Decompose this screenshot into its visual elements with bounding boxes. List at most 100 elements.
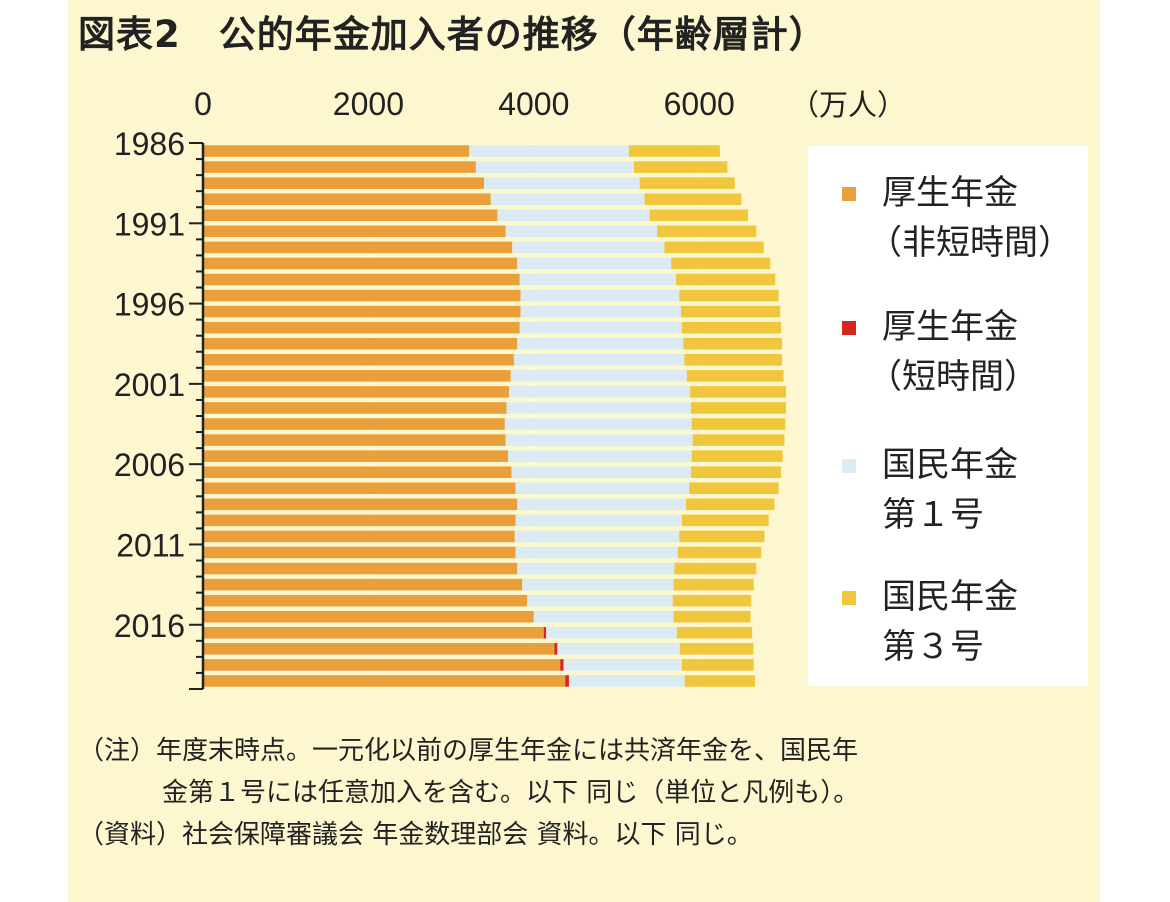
y-tick-label-2006: 2006 [114, 447, 185, 483]
bar-2010-series-3 [679, 530, 765, 543]
bar-2016-series-1 [543, 627, 547, 639]
y-tick-label-2001: 2001 [114, 367, 185, 403]
bar-1995-series-0 [203, 289, 521, 302]
bar-2010-series-0 [203, 530, 515, 543]
bar-2009-series-0 [203, 514, 516, 527]
bar-1991-series-2 [505, 225, 658, 238]
legend-label-3-line-1: 第３号 [882, 627, 984, 667]
bar-1996-series-3 [681, 305, 781, 318]
bar-1995-series-2 [520, 289, 680, 302]
bar-1996-series-2 [520, 305, 682, 318]
legend-label-1-line-1: （短時間） [868, 357, 1038, 397]
bar-2000-series-0 [203, 370, 511, 382]
legend-label-1: 厚生年金 （短時間） [868, 302, 1038, 402]
bar-2002-series-3 [690, 402, 787, 414]
bar-2005-series-3 [691, 450, 783, 462]
bar-2015-series-3 [673, 610, 751, 623]
bar-2001-series-2 [508, 386, 691, 398]
bar-2000-series-3 [686, 370, 784, 382]
bar-2015-series-2 [533, 610, 674, 623]
bar-2003-series-2 [504, 418, 692, 430]
bar-2019-series-2 [568, 675, 685, 687]
bar-2008-series-0 [203, 498, 518, 511]
bar-2004-series-3 [692, 434, 785, 446]
bar-2018-series-2 [563, 659, 682, 671]
bar-2010-series-2 [514, 530, 680, 543]
bar-1998-series-3 [683, 337, 782, 350]
bar-2004-series-0 [203, 434, 506, 446]
bar-1990-series-3 [649, 209, 748, 222]
bar-1989-series-2 [490, 193, 645, 205]
legend-label-1-line-0: 厚生年金 [882, 307, 1018, 347]
bar-2009-series-3 [681, 514, 769, 527]
x-tick-label-0: 0 [194, 86, 212, 122]
legend-label-0-line-1: （非短時間） [868, 223, 1072, 263]
legend-label-0: 厚生年金 （非短時間） [868, 168, 1072, 268]
bar-1989-series-3 [644, 193, 742, 205]
bar-2009-series-2 [515, 514, 682, 527]
stacked-bar-chart: 0 2000 4000 6000 （万人） 1986 1991 1996 2001 2006 201… [114, 86, 906, 690]
bar-1997-series-0 [203, 321, 520, 334]
bar-2019-series-0 [203, 675, 566, 687]
bar-2006-series-0 [203, 466, 512, 478]
bar-2013-series-0 [203, 578, 523, 591]
bar-2014-series-0 [203, 594, 528, 607]
legend-swatch-3 [842, 591, 856, 605]
legend-label-2-line-0: 国民年金 [882, 445, 1018, 485]
bar-1987-series-0 [203, 161, 476, 173]
bar-2001-series-0 [203, 386, 509, 398]
bar-2002-series-0 [203, 402, 507, 414]
bar-2014-series-3 [672, 594, 752, 607]
x-tick-label-2000: 2000 [333, 86, 404, 122]
bar-2004-series-2 [505, 434, 693, 446]
bar-2017-series-3 [679, 643, 754, 655]
y-tick-label-1991: 1991 [114, 206, 185, 242]
bar-2017-series-2 [557, 643, 680, 655]
bar-1993-series-3 [671, 257, 771, 270]
bar-2016-series-0 [203, 627, 544, 639]
legend-label-3: 国民年金 第３号 [882, 572, 1018, 672]
bar-1991-series-0 [203, 225, 506, 238]
bar-1999-series-2 [513, 354, 685, 366]
bar-2005-series-0 [203, 450, 509, 462]
bar-2012-series-0 [203, 562, 518, 575]
legend-swatch-0 [842, 187, 856, 201]
bar-2006-series-2 [511, 466, 691, 478]
bar-2008-series-3 [685, 498, 775, 511]
bar-2017-series-1 [554, 643, 558, 655]
bar-2011-series-3 [677, 546, 762, 559]
bar-2007-series-2 [515, 482, 690, 495]
note-line-2: 金第１号には任意加入を含む。以下 同じ（単位と凡例も）。 [162, 778, 860, 808]
notes: （注）年度末時点。一元化以前の厚生年金には共済年金を、国民年 金第１号には任意加… [78, 730, 859, 856]
bar-2008-series-2 [517, 498, 686, 511]
bar-2000-series-2 [510, 370, 687, 382]
legend-swatch-2 [842, 459, 856, 473]
x-tick-label-4000: 4000 [498, 86, 569, 122]
bar-1987-series-3 [633, 161, 728, 173]
bar-1994-series-0 [203, 273, 520, 286]
bar-2007-series-0 [203, 482, 516, 495]
bar-2001-series-3 [690, 386, 787, 398]
bar-2016-series-3 [676, 627, 753, 639]
bar-2012-series-3 [674, 562, 757, 575]
y-tick-label-2011: 2011 [116, 527, 185, 563]
bar-2002-series-2 [506, 402, 691, 414]
bar-2014-series-2 [527, 594, 673, 607]
bar-1987-series-2 [475, 161, 634, 173]
bar-1990-series-2 [497, 209, 650, 222]
bar-2016-series-2 [546, 627, 677, 639]
bar-2003-series-0 [203, 418, 505, 430]
bar-2005-series-2 [508, 450, 692, 462]
bar-1992-series-0 [203, 241, 513, 254]
bar-1986-series-2 [469, 145, 629, 157]
bar-1992-series-2 [512, 241, 665, 254]
bar-2003-series-3 [691, 418, 786, 430]
bar-1993-series-0 [203, 257, 518, 270]
bar-1991-series-3 [657, 225, 757, 238]
bar-1997-series-2 [519, 321, 682, 334]
bar-1988-series-0 [203, 177, 485, 189]
y-tick-label-1996: 1996 [114, 287, 185, 323]
bar-1997-series-3 [681, 321, 782, 334]
bar-2013-series-3 [673, 578, 754, 591]
bar-2018-series-1 [560, 659, 564, 671]
